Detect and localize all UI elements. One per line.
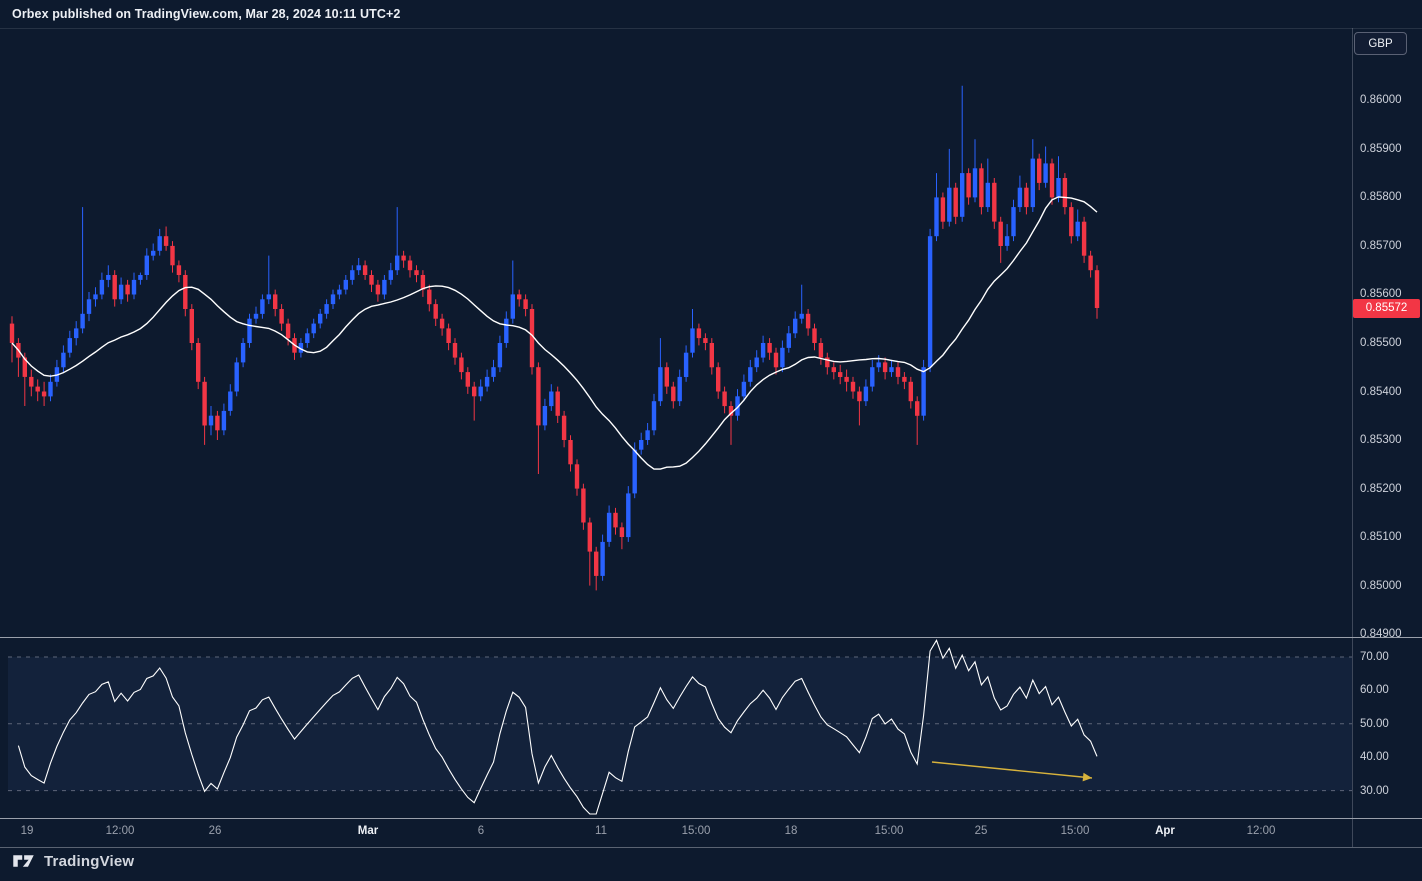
rsi-axis-label: 30.00: [1360, 784, 1389, 797]
rsi-axis-label: 70.00: [1360, 651, 1389, 663]
rsi-band: [8, 656, 1352, 792]
candles-layer: [9, 85, 1100, 591]
time-axis-label: Apr: [1155, 825, 1175, 837]
price-axis-label: 0.85400: [1360, 385, 1402, 398]
time-axis-label: 26: [208, 825, 222, 837]
price-axis-label: 0.84900: [1360, 628, 1402, 641]
tradingview-logo-icon[interactable]: [12, 852, 35, 870]
time-axis-label: 12:00: [105, 825, 135, 837]
brand-name[interactable]: TradingView: [44, 852, 135, 870]
rsi-axis-label: 60.00: [1360, 684, 1389, 697]
price-axis-label: 0.85000: [1360, 579, 1402, 592]
rsi-line: [17, 639, 1098, 815]
price-axis-label: 0.85600: [1360, 288, 1402, 301]
price-axis-label: 0.86000: [1360, 94, 1402, 107]
attribution-text: Orbex published on TradingView.com, Mar …: [12, 7, 401, 21]
time-axis-label: 15:00: [874, 825, 904, 837]
time-axis-label: 15:00: [681, 825, 711, 837]
time-axis-label: Mar: [357, 825, 379, 837]
time-axis-label: 11: [595, 825, 607, 837]
time-axis-label: 18: [784, 825, 798, 837]
time-axis-label: 25: [974, 825, 988, 837]
time-axis-label: 15:00: [1060, 825, 1090, 837]
price-axis-label: 0.85100: [1360, 531, 1402, 543]
time-axis-label: 6: [477, 825, 485, 837]
price-axis-label: 0.85900: [1360, 142, 1402, 155]
price-axis-label: 0.85800: [1360, 191, 1402, 204]
footer: TradingView: [12, 852, 134, 870]
currency-badge[interactable]: GBP: [1354, 32, 1407, 55]
trend-arrow-annotation[interactable]: [931, 761, 1093, 782]
pane-separators: [0, 28, 1422, 848]
time-axis-label: 12:00: [1246, 825, 1276, 837]
last-price-label: 0.85572: [1353, 298, 1420, 318]
price-axis-label: 0.85300: [1360, 434, 1402, 446]
rsi-axis-label: 50.00: [1360, 717, 1389, 730]
time-axis-label: 19: [20, 825, 34, 837]
rsi-axis-label: 40.00: [1360, 751, 1389, 764]
price-axis-label: 0.85500: [1360, 337, 1402, 349]
moving-average-line: [11, 196, 1098, 470]
price-axis-label: 0.85200: [1360, 482, 1402, 495]
price-axis-label: 0.85700: [1360, 239, 1402, 252]
